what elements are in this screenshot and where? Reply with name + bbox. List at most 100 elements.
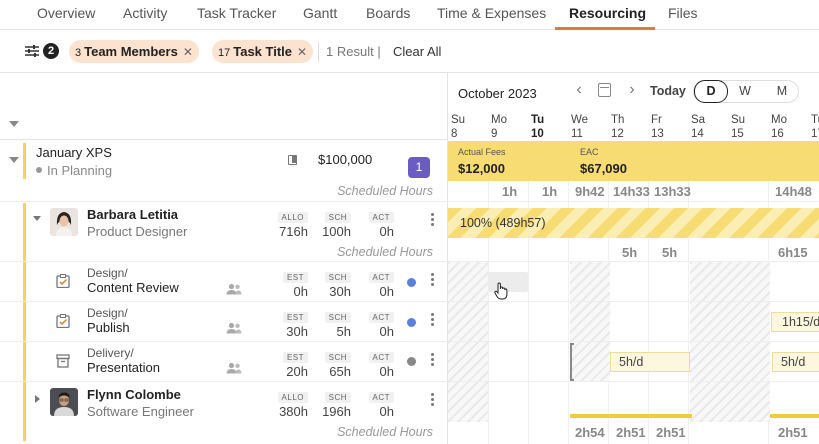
filter-chip-team-members[interactable]: 3 Team Members ✕ xyxy=(69,40,199,63)
actual-metric: ACT 0h xyxy=(354,348,394,379)
sidebar-panel-icon[interactable] xyxy=(288,155,297,165)
active-filter-count: 2 xyxy=(43,43,59,59)
row-separator xyxy=(0,381,819,382)
collapse-project-chevron-icon[interactable] xyxy=(9,157,19,163)
task-start-marker xyxy=(570,343,574,381)
grid-line xyxy=(488,181,489,444)
remove-chip-icon[interactable]: ✕ xyxy=(182,45,193,59)
row-separator xyxy=(0,201,819,202)
scheduled-hours-label: Scheduled Hours xyxy=(337,425,433,439)
more-options-icon[interactable] xyxy=(431,213,435,227)
today-button[interactable]: Today xyxy=(650,84,686,98)
task-schedule-bar[interactable]: 1h15/d xyxy=(771,312,819,332)
day-header: Fr 13 xyxy=(651,114,664,140)
person-hours-wed: 2h54 xyxy=(575,425,605,440)
project-name[interactable]: January XPS xyxy=(36,145,112,160)
grid-line xyxy=(688,181,689,444)
project-fees-band xyxy=(448,141,819,181)
person-hours-mon2: 2h51 xyxy=(778,425,808,440)
chip-count: 3 xyxy=(75,47,82,59)
tab-overview[interactable]: Overview xyxy=(37,5,96,21)
unavailable-hatch xyxy=(570,262,610,382)
tab-activity[interactable]: Activity xyxy=(123,5,168,21)
chevron-left-icon[interactable]: ‹ xyxy=(576,81,582,98)
expand-person-chevron-icon[interactable] xyxy=(35,395,40,403)
remove-chip-icon[interactable]: ✕ xyxy=(297,45,308,59)
left-header xyxy=(0,73,447,140)
view-switcher xyxy=(693,80,799,103)
assignees-icon[interactable] xyxy=(226,322,242,334)
filter-bar: 2 3 Team Members ✕ 17 Task Title ✕ 1 Result … xyxy=(0,30,819,73)
allocation-line[interactable] xyxy=(770,414,819,418)
task-clipboard-check-icon xyxy=(56,274,70,288)
more-options-icon[interactable] xyxy=(431,393,435,407)
results-count: 1 Result | xyxy=(326,44,381,59)
pane-divider[interactable] xyxy=(447,73,448,444)
allocation-metric: ALLO 716h xyxy=(277,212,308,239)
day-header: Mo 9 xyxy=(491,114,507,140)
project-hours-thu: 14h33 xyxy=(613,184,650,199)
task-category: Design/ xyxy=(87,266,128,280)
collapse-person-chevron-icon[interactable] xyxy=(33,216,41,221)
person-name[interactable]: Flynn Colombe xyxy=(87,387,181,402)
collapse-all-chevron-icon[interactable] xyxy=(9,121,19,127)
status-dot-icon xyxy=(36,167,42,173)
person-hours-thu: 2h51 xyxy=(616,425,646,440)
project-hours-tue: 1h xyxy=(542,184,558,199)
person-role: Product Designer xyxy=(87,224,188,239)
row-separator xyxy=(0,341,819,342)
tab-files[interactable]: Files xyxy=(668,5,698,21)
view-month-button[interactable]: M xyxy=(776,84,788,98)
chevron-right-icon[interactable]: › xyxy=(629,81,635,98)
tab-time-expenses[interactable]: Time & Expenses xyxy=(437,5,547,21)
weekend-hatch xyxy=(448,262,488,422)
allocation-line[interactable] xyxy=(570,414,692,418)
tab-boards[interactable]: Boards xyxy=(366,5,411,21)
more-options-icon[interactable] xyxy=(431,353,435,367)
more-options-icon[interactable] xyxy=(431,273,435,287)
view-week-button[interactable]: W xyxy=(739,84,751,98)
day-header: Tu17 xyxy=(811,114,819,140)
task-title[interactable]: Presentation xyxy=(87,360,160,375)
filter-sliders-icon[interactable] xyxy=(25,44,39,58)
view-day-button[interactable]: D xyxy=(694,80,728,103)
task-schedule-bar[interactable]: 5h/d xyxy=(772,352,819,372)
scheduled-metric: SCH 30h xyxy=(311,268,351,299)
clear-all-button[interactable]: Clear All xyxy=(393,44,442,59)
project-status: In Planning xyxy=(47,163,113,178)
task-schedule-bar[interactable]: 5h/d xyxy=(610,352,690,372)
scheduled-hours-label: Scheduled Hours xyxy=(337,184,433,198)
day-header: Su 8 xyxy=(451,114,466,140)
tab-task-tracker[interactable]: Task Tracker xyxy=(197,5,277,21)
estimate-metric: EST 20h xyxy=(268,348,308,379)
day-header: Su 15 xyxy=(731,114,746,140)
scheduled-metric: SCH 65h xyxy=(311,348,351,379)
actual-metric: ACT 0h xyxy=(354,268,394,299)
project-budget: $100,000 xyxy=(318,152,373,167)
calendar-icon[interactable] xyxy=(598,83,611,97)
more-options-icon[interactable] xyxy=(431,313,435,327)
tab-gantt[interactable]: Gantt xyxy=(303,5,338,21)
project-tabs: Overview Activity Task Tracker Gantt Boa… xyxy=(0,0,819,30)
day-header: Tu 10 xyxy=(531,114,545,140)
active-tab-indicator xyxy=(555,27,655,30)
actual-fees-label: Actual Fees xyxy=(458,147,506,157)
task-title[interactable]: Content Review xyxy=(87,280,179,295)
person-name[interactable]: Barbara Letitia xyxy=(87,207,179,222)
task-status-dot[interactable] xyxy=(407,318,416,327)
assignees-icon[interactable] xyxy=(226,283,242,295)
scheduled-hours-label: Scheduled Hours xyxy=(337,245,433,259)
tab-resourcing[interactable]: Resourcing xyxy=(569,5,647,21)
task-status-dot[interactable] xyxy=(407,357,416,366)
project-count-badge[interactable]: 1 xyxy=(408,157,430,178)
task-status-dot[interactable] xyxy=(407,278,416,287)
weekend-hatch xyxy=(690,262,770,422)
filter-chip-task-title[interactable]: 17 Task Title ✕ xyxy=(212,40,314,63)
task-clipboard-check-icon xyxy=(56,314,70,328)
assignees-icon[interactable] xyxy=(226,362,242,374)
allocation-bar[interactable] xyxy=(448,208,819,238)
task-title[interactable]: Publish xyxy=(87,320,130,335)
eac-label: EAC xyxy=(580,147,599,157)
chip-label: Task Title xyxy=(233,44,293,59)
person-hours-fri: 5h xyxy=(662,245,678,260)
